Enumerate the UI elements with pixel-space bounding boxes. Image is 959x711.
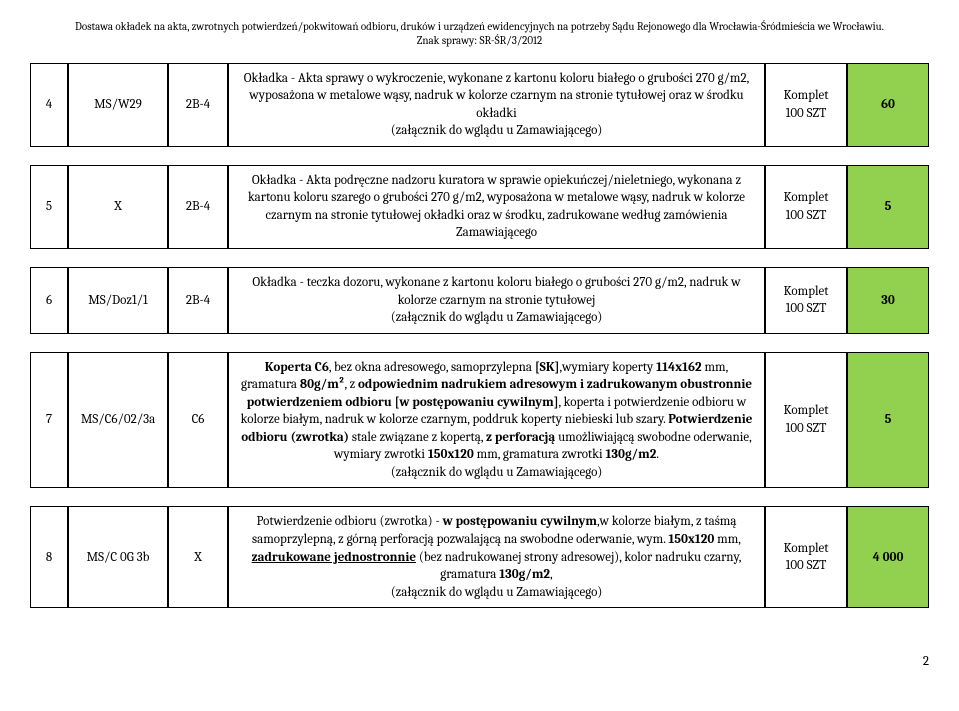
header-case-no: Znak sprawy: SR-ŚR/3/2012 xyxy=(30,34,929,48)
cell-number: 8 xyxy=(30,506,68,608)
cell-unit: Komplet 100 SZT xyxy=(765,506,847,608)
cell-unit: Komplet 100 SZT xyxy=(765,63,847,147)
cell-quantity: 5 xyxy=(847,352,929,489)
cell-description: Koperta C6, bez okna adresowego, samoprz… xyxy=(228,352,765,489)
cell-unit: Komplet 100 SZT xyxy=(765,352,847,489)
cell-description: Okładka - Akta sprawy o wykroczenie, wyk… xyxy=(228,63,765,147)
table-row: 7MS/C6/02/3aC6Koperta C6, bez okna adres… xyxy=(30,352,929,489)
cell-unit: Komplet 100 SZT xyxy=(765,267,847,334)
cell-unit: Komplet 100 SZT xyxy=(765,165,847,249)
table-row: 6MS/Doz1/12B-4Okładka - teczka dozoru, w… xyxy=(30,267,929,334)
cell-format: 2B-4 xyxy=(168,267,228,334)
cell-description: Okładka - Akta podręczne nadzoru kurator… xyxy=(228,165,765,249)
cell-number: 4 xyxy=(30,63,68,147)
cell-format: 2B-4 xyxy=(168,165,228,249)
cell-code: MS/W29 xyxy=(68,63,168,147)
cell-quantity: 5 xyxy=(847,165,929,249)
cell-code: MS/C 0G 3b xyxy=(68,506,168,608)
cell-quantity: 30 xyxy=(847,267,929,334)
page-number: 2 xyxy=(30,654,929,669)
cell-number: 6 xyxy=(30,267,68,334)
cell-code: MS/C6/02/3a xyxy=(68,352,168,489)
header-title: Dostawa okładek na akta, zwrotnych potwi… xyxy=(30,20,929,34)
document-header: Dostawa okładek na akta, zwrotnych potwi… xyxy=(30,20,929,49)
cell-code: X xyxy=(68,165,168,249)
cell-format: X xyxy=(168,506,228,608)
cell-code: MS/Doz1/1 xyxy=(68,267,168,334)
cell-description: Potwierdzenie odbioru (zwrotka) - w post… xyxy=(228,506,765,608)
cell-quantity: 60 xyxy=(847,63,929,147)
items-table: 4MS/W292B-4Okładka - Akta sprawy o wykro… xyxy=(30,63,929,627)
cell-number: 5 xyxy=(30,165,68,249)
table-row: 5X2B-4Okładka - Akta podręczne nadzoru k… xyxy=(30,165,929,249)
cell-description: Okładka - teczka dozoru, wykonane z kart… xyxy=(228,267,765,334)
cell-quantity: 4 000 xyxy=(847,506,929,608)
table-row: 4MS/W292B-4Okładka - Akta sprawy o wykro… xyxy=(30,63,929,147)
table-row: 8MS/C 0G 3bXPotwierdzenie odbioru (zwrot… xyxy=(30,506,929,608)
cell-format: C6 xyxy=(168,352,228,489)
cell-number: 7 xyxy=(30,352,68,489)
cell-format: 2B-4 xyxy=(168,63,228,147)
